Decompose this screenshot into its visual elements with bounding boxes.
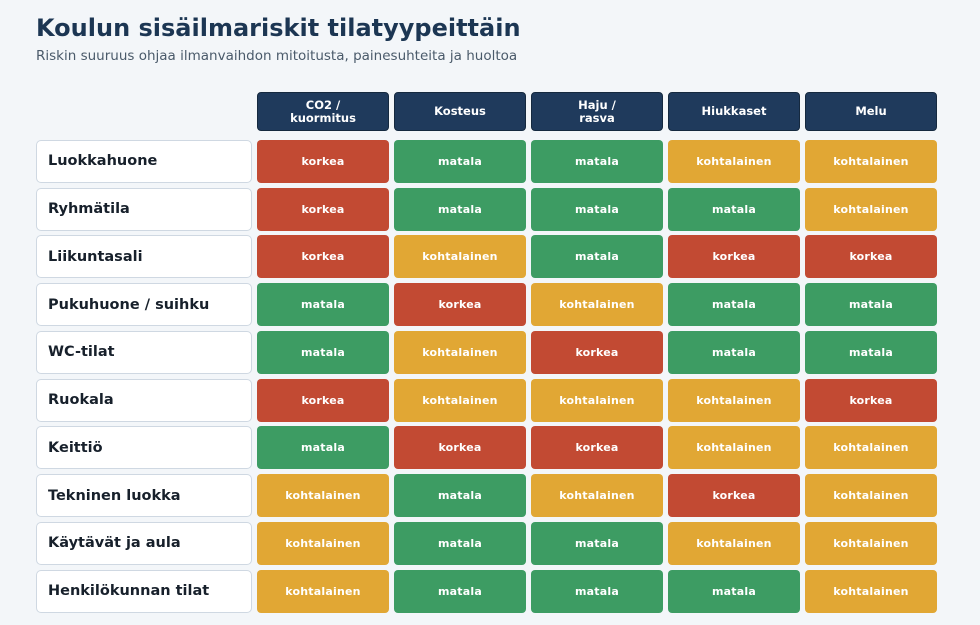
risk-cell: kohtalainen (257, 474, 389, 517)
column-header: Haju / rasva (531, 92, 663, 131)
row-label: Ruokala (36, 378, 252, 422)
risk-cell: matala (394, 187, 526, 231)
risk-cell: korkea (257, 187, 389, 231)
risk-cell: kohtalainen (394, 330, 526, 374)
row-label: Ryhmätila (36, 187, 252, 231)
column-header: Hiukkaset (668, 92, 800, 131)
risk-cell: matala (668, 187, 800, 231)
column-header: Melu (805, 92, 937, 131)
risk-cell: matala (531, 235, 663, 279)
risk-cell: matala (394, 474, 526, 517)
risk-cell: kohtalainen (805, 474, 937, 517)
risk-cell: kohtalainen (805, 569, 937, 613)
row-label: WC-tilat (36, 330, 252, 374)
row-label: Henkilökunnan tilat (36, 569, 252, 613)
risk-cell: kohtalainen (805, 426, 937, 470)
risk-cell: matala (394, 521, 526, 565)
risk-cell: kohtalainen (257, 521, 389, 565)
risk-heatmap: CO2 / kuormitus Kosteus Haju / rasva Hiukka… (36, 92, 937, 613)
risk-cell: kohtalainen (805, 187, 937, 231)
row-label: Tekninen luokka (36, 474, 252, 517)
risk-cell: kohtalainen (257, 569, 389, 613)
risk-cell: korkea (394, 283, 526, 326)
risk-cell: korkea (805, 378, 937, 422)
row-label: Pukuhuone / suihku (36, 283, 252, 326)
risk-cell: matala (394, 569, 526, 613)
risk-cell: matala (531, 187, 663, 231)
risk-cell: matala (531, 521, 663, 565)
risk-cell: korkea (531, 330, 663, 374)
risk-cell: kohtalainen (805, 521, 937, 565)
row-label: Liikuntasali (36, 235, 252, 279)
risk-cell: korkea (257, 235, 389, 279)
risk-cell: matala (257, 283, 389, 326)
column-header: Kosteus (394, 92, 526, 131)
chart-subtitle: Riskin suuruus ohjaa ilmanvaihdon mitoit… (36, 48, 518, 64)
risk-cell: matala (531, 569, 663, 613)
risk-cell: matala (668, 283, 800, 326)
risk-cell: matala (668, 569, 800, 613)
risk-cell: matala (805, 330, 937, 374)
risk-cell: kohtalainen (668, 426, 800, 470)
header-corner (36, 92, 252, 131)
risk-cell: korkea (805, 235, 937, 279)
row-label: Keittiö (36, 426, 252, 470)
risk-cell: kohtalainen (394, 378, 526, 422)
chart-title: Koulun sisäilmariskit tilatyypeittäin (36, 14, 521, 42)
risk-cell: kohtalainen (531, 378, 663, 422)
risk-cell: kohtalainen (394, 235, 526, 279)
risk-cell: kohtalainen (805, 139, 937, 183)
risk-cell: kohtalainen (531, 474, 663, 517)
risk-cell: korkea (394, 426, 526, 470)
risk-cell: matala (668, 330, 800, 374)
row-label: Käytävät ja aula (36, 521, 252, 565)
risk-cell: kohtalainen (668, 521, 800, 565)
risk-cell: matala (257, 330, 389, 374)
risk-cell: kohtalainen (668, 378, 800, 422)
risk-cell: korkea (257, 378, 389, 422)
risk-cell: korkea (668, 235, 800, 279)
row-label: Luokkahuone (36, 139, 252, 183)
risk-cell: matala (257, 426, 389, 470)
risk-cell: korkea (257, 139, 389, 183)
risk-cell: korkea (531, 426, 663, 470)
column-header: CO2 / kuormitus (257, 92, 389, 131)
risk-cell: korkea (668, 474, 800, 517)
risk-cell: matala (531, 139, 663, 183)
risk-cell: kohtalainen (668, 139, 800, 183)
risk-cell: matala (394, 139, 526, 183)
risk-cell: kohtalainen (531, 283, 663, 326)
risk-cell: matala (805, 283, 937, 326)
